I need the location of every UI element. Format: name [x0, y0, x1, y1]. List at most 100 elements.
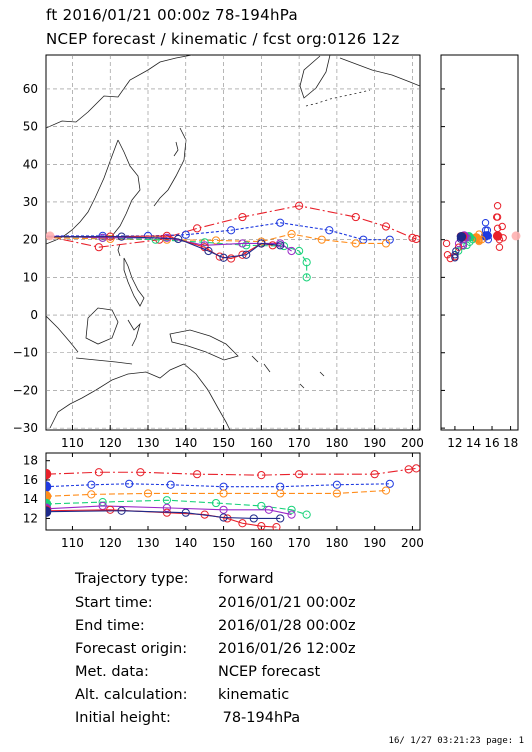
side-point: [483, 226, 492, 234]
trajectory-point: [295, 201, 304, 210]
info-row-initial-height: Initial height: 78-194hPa: [75, 710, 300, 726]
y-tick-label: 16: [23, 473, 38, 487]
x-tick-label: 160: [250, 536, 273, 550]
x-tick-label: 200: [401, 436, 424, 450]
trajectory-line: [46, 236, 308, 278]
height-point: [332, 480, 341, 489]
chart-title-line2: NCEP forecast / kinematic / fcst org:012…: [46, 30, 400, 48]
trajectory-point: [106, 234, 115, 244]
height-start-marker: [46, 468, 52, 480]
y-tick-label: 10: [23, 270, 38, 284]
trajectory-point: [302, 273, 311, 282]
height-point: [287, 510, 296, 519]
info-row-forecast-origin: Forecast origin: 2016/01/26 12:00z: [75, 641, 356, 657]
trajectory-point: [181, 230, 190, 239]
info-value: 2016/01/28 00:00z: [218, 618, 356, 634]
x-tick-label: 120: [99, 436, 122, 450]
height-point: [193, 470, 202, 479]
height-point: [257, 522, 266, 530]
info-label: Start time:: [75, 595, 153, 611]
info-label: Alt. calculation:: [75, 687, 188, 703]
info-row-trajectory-type: Trajectory type: forward: [75, 571, 274, 587]
x-tick-label: 110: [61, 536, 84, 550]
x-tick-label: 130: [137, 536, 160, 550]
trajectory-point: [287, 246, 296, 256]
side-point: [451, 251, 459, 259]
trajectory-point: [242, 250, 251, 259]
height-point: [223, 514, 232, 523]
trajectory-point: [351, 212, 360, 222]
side-point: [456, 235, 465, 243]
side-point: [458, 232, 467, 241]
trajectory-point: [94, 243, 103, 252]
height-point: [295, 470, 304, 479]
height-point: [381, 486, 391, 495]
trajectory-line: [46, 205, 417, 248]
side-point: [478, 235, 486, 244]
trajectory-point: [257, 239, 266, 248]
info-label: Trajectory type:: [75, 571, 189, 587]
trajectory-point: [200, 238, 209, 247]
x-tick-label: 150: [212, 436, 235, 450]
height-point: [136, 468, 145, 477]
side-point: [483, 231, 492, 239]
x-tick-label: 200: [401, 536, 424, 550]
height-point: [302, 510, 311, 519]
y-tick-label: 14: [23, 492, 38, 506]
trajectory-point: [193, 224, 202, 233]
side-point: [443, 251, 452, 259]
x-tick-label: 12: [447, 436, 462, 450]
height-line: [46, 467, 417, 476]
trajectory-point: [381, 222, 391, 231]
side-point: [495, 235, 504, 244]
y-tick-label: 30: [23, 195, 38, 209]
x-tick-label: 170: [288, 536, 311, 550]
footer-timestamp: 16/ 1/27 03:21:23 page: 1: [388, 736, 524, 746]
info-row-start-time: Start time: 2016/01/21 00:00z: [75, 595, 356, 611]
info-value: 2016/01/26 12:00z: [218, 641, 356, 657]
height-point: [264, 505, 273, 514]
chart-title-line1: ft 2016/01/21 00:00z 78-194hPa: [46, 6, 298, 24]
trajectory-point: [227, 226, 236, 235]
side-point: [498, 222, 506, 231]
start-location-marker: [511, 231, 521, 241]
y-tick-label: 50: [23, 120, 38, 134]
height-point: [238, 519, 247, 528]
x-tick-label: 180: [325, 436, 348, 450]
coastline: [46, 55, 420, 430]
side-point: [451, 254, 459, 262]
x-tick-label: 140: [174, 536, 197, 550]
height-point: [87, 480, 96, 489]
trajectory-point: [215, 252, 224, 261]
trajectory-point: [162, 231, 171, 241]
height-point: [332, 489, 341, 498]
height-point: [162, 503, 171, 512]
trajectory-point: [242, 241, 251, 250]
y-tick-label: −20: [13, 383, 38, 397]
x-tick-label: 150: [212, 536, 235, 550]
trajectory-point: [408, 233, 417, 242]
map-frame: [45, 54, 421, 431]
height-point: [87, 490, 96, 499]
x-tick-label: 110: [61, 436, 84, 450]
trajectory-point: [238, 212, 247, 222]
info-label: Forecast origin:: [75, 641, 188, 657]
height-point: [287, 505, 296, 514]
x-tick-label: 140: [174, 436, 197, 450]
trajectory-point: [287, 229, 296, 239]
y-tick-label: 60: [23, 82, 38, 96]
height-point: [117, 506, 126, 515]
side-point: [484, 232, 493, 240]
y-tick-label: 0: [30, 308, 38, 322]
y-tick-label: −10: [13, 346, 38, 360]
x-tick-label: 18: [503, 436, 518, 450]
trajectory-point: [317, 235, 326, 244]
side-point: [493, 202, 502, 210]
y-tick-label: 12: [23, 511, 38, 525]
trajectory-line: [46, 236, 281, 259]
side-point: [499, 234, 507, 242]
info-row-met-data: Met. data: NCEP forecast: [75, 664, 320, 680]
trajectory-point: [238, 239, 247, 248]
trajectory-point: [98, 233, 107, 242]
height-point: [166, 480, 175, 489]
